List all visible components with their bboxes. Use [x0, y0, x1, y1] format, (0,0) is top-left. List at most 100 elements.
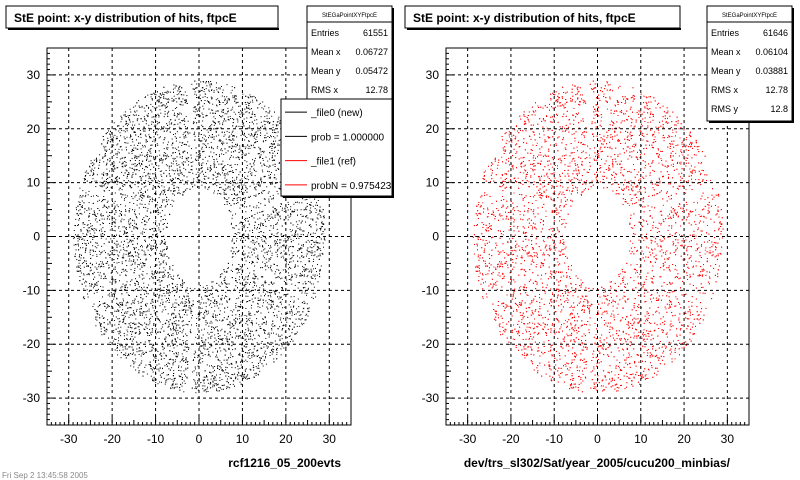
- scatter-point: [279, 338, 281, 340]
- scatter-point: [99, 325, 101, 327]
- scatter-point: [223, 317, 225, 319]
- scatter-point: [145, 224, 147, 226]
- scatter-point: [183, 94, 185, 96]
- scatter-point: [290, 213, 291, 215]
- scatter-point: [96, 161, 98, 163]
- scatter-point: [324, 228, 326, 230]
- scatter-point: [235, 377, 237, 379]
- scatter-point: [248, 133, 250, 135]
- scatter-point: [231, 323, 233, 324]
- scatter-point: [275, 132, 277, 134]
- scatter-point: [291, 234, 293, 236]
- scatter-point: [254, 242, 256, 244]
- scatter-point: [229, 181, 231, 182]
- scatter-point: [126, 334, 128, 336]
- scatter-point: [292, 240, 294, 242]
- scatter-point: [84, 251, 86, 253]
- scatter-point: [149, 228, 151, 230]
- scatter-point: [198, 316, 200, 318]
- scatter-point: [267, 216, 269, 218]
- scatter-point: [137, 148, 139, 150]
- scatter-point: [276, 214, 278, 216]
- scatter-point: [110, 132, 112, 134]
- scatter-point: [263, 285, 264, 287]
- scatter-point: [187, 364, 189, 365]
- scatter-point: [249, 283, 250, 285]
- scatter-point: [278, 335, 280, 337]
- scatter-point: [185, 341, 187, 343]
- scatter-point: [221, 142, 222, 144]
- scatter-point: [224, 307, 225, 309]
- scatter-point: [162, 349, 164, 351]
- scatter-point: [142, 130, 144, 132]
- scatter-point: [245, 292, 247, 294]
- scatter-point: [114, 180, 116, 182]
- scatter-point: [155, 230, 157, 232]
- scatter-point: [250, 133, 252, 135]
- scatter-point: [272, 124, 274, 126]
- scatter-point: [181, 156, 183, 158]
- scatter-point: [312, 261, 314, 262]
- scatter-point: [132, 360, 134, 362]
- scatter-point: [156, 165, 158, 166]
- scatter-point: [204, 186, 206, 188]
- scatter-point: [264, 316, 266, 318]
- scatter-point: [229, 322, 231, 324]
- scatter-point: [288, 238, 289, 240]
- scatter-point: [184, 161, 186, 163]
- scatter-point: [218, 134, 220, 136]
- scatter-point: [203, 328, 205, 330]
- scatter-point: [113, 250, 115, 252]
- scatter-point: [133, 192, 135, 194]
- scatter-point: [192, 172, 194, 174]
- scatter-point: [227, 116, 229, 118]
- scatter-point: [256, 355, 258, 357]
- scatter-point: [132, 300, 134, 302]
- scatter-point: [217, 146, 219, 148]
- scatter-point: [117, 331, 119, 333]
- scatter-point: [216, 374, 217, 376]
- scatter-point: [176, 156, 178, 158]
- scatter-point: [138, 257, 140, 258]
- scatter-point: [210, 337, 212, 339]
- scatter-point: [160, 129, 162, 131]
- scatter-point: [197, 301, 198, 303]
- scatter-point: [293, 300, 295, 302]
- scatter-point: [152, 245, 154, 247]
- scatter-point: [203, 103, 205, 105]
- scatter-point: [89, 253, 91, 255]
- scatter-point: [301, 247, 303, 249]
- scatter-point: [187, 120, 189, 122]
- scatter-point: [139, 276, 141, 278]
- scatter-point: [105, 173, 107, 175]
- scatter-point: [122, 185, 123, 187]
- scatter-point: [215, 166, 217, 168]
- scatter-point: [163, 267, 165, 269]
- scatter-point: [252, 232, 254, 233]
- scatter-point: [177, 329, 179, 331]
- scatter-point: [109, 223, 111, 224]
- scatter-point: [266, 186, 268, 188]
- scatter-point: [230, 223, 232, 225]
- scatter-point: [146, 246, 148, 247]
- scatter-point: [179, 314, 180, 316]
- scatter-point: [230, 151, 232, 153]
- scatter-point: [221, 369, 223, 371]
- scatter-point: [112, 169, 114, 171]
- scatter-point: [235, 314, 237, 316]
- scatter-point: [174, 190, 176, 192]
- scatter-point: [238, 269, 240, 270]
- scatter-point: [116, 176, 118, 178]
- scatter-point: [120, 326, 122, 328]
- scatter-point: [128, 123, 130, 125]
- scatter-point: [108, 148, 110, 150]
- scatter-point: [83, 262, 85, 263]
- scatter-point: [258, 362, 259, 364]
- scatter-point: [216, 356, 218, 358]
- scatter-point: [125, 338, 127, 340]
- scatter-point: [104, 333, 106, 335]
- scatter-point: [151, 350, 153, 352]
- scatter-point: [120, 135, 122, 137]
- scatter-point: [184, 91, 186, 93]
- scatter-point: [93, 159, 95, 161]
